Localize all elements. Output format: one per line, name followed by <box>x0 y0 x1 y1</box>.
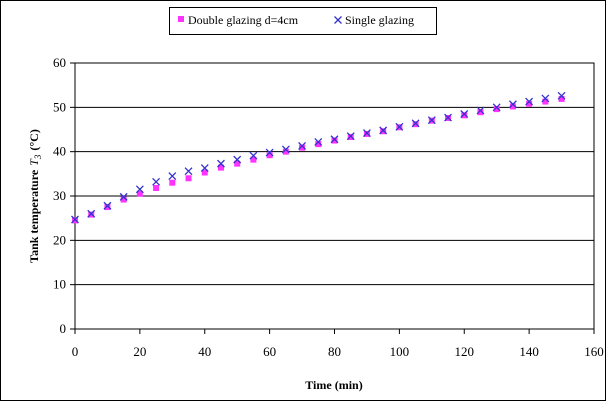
point-0-7 <box>185 175 192 182</box>
point-1-28 <box>525 97 534 106</box>
point-1-13 <box>281 145 290 154</box>
point-0-14 <box>299 144 306 151</box>
point-1-16 <box>330 135 339 144</box>
x-tick-label-40: 40 <box>198 344 211 359</box>
point-0-6 <box>169 179 176 186</box>
point-1-12 <box>265 148 274 157</box>
y-tick-label-30: 30 <box>53 188 66 203</box>
point-0-30 <box>558 95 565 102</box>
point-1-15 <box>314 137 323 146</box>
legend-label-single-glazing: Single glazing <box>345 13 414 27</box>
y-tick-label-0: 0 <box>60 321 67 336</box>
legend-marker-single-glazing <box>334 16 342 24</box>
x-tick-label-140: 140 <box>519 344 539 359</box>
point-0-24 <box>461 112 468 119</box>
point-1-5 <box>152 177 161 186</box>
point-1-20 <box>395 122 404 131</box>
data-series <box>71 91 566 224</box>
grid-lines <box>75 106 594 286</box>
y-tick-label-60: 60 <box>53 55 66 70</box>
y-tick-label-40: 40 <box>53 144 66 159</box>
x-tick-label-120: 120 <box>455 344 475 359</box>
point-1-29 <box>541 94 550 103</box>
point-0-8 <box>201 169 208 176</box>
point-0-11 <box>250 156 257 163</box>
series-1 <box>71 91 566 224</box>
point-0-3 <box>120 196 127 203</box>
point-1-2 <box>103 201 112 210</box>
point-1-26 <box>492 103 501 112</box>
point-0-4 <box>136 190 143 197</box>
y-tick-label-20: 20 <box>53 232 66 247</box>
point-0-16 <box>331 137 338 144</box>
point-1-23 <box>444 113 452 122</box>
point-1-18 <box>362 129 371 138</box>
point-0-15 <box>315 141 322 148</box>
point-1-9 <box>217 159 225 168</box>
point-0-29 <box>542 98 549 105</box>
y-tick-label-10: 10 <box>53 277 66 292</box>
y-axis-title-symbol: T <box>27 158 41 166</box>
x-tick-label-160: 160 <box>584 344 604 359</box>
x-tick-label-80: 80 <box>328 344 341 359</box>
x-tick-label-20: 20 <box>133 344 146 359</box>
point-1-3 <box>119 192 128 201</box>
y-axis-title: Tank temperature T3 (°C) <box>27 129 43 263</box>
y-axis-title-unit: (°C) <box>27 129 41 150</box>
y-axis-title-subscript: 3 <box>33 154 43 160</box>
point-0-12 <box>266 152 273 159</box>
point-0-10 <box>234 160 241 167</box>
point-0-13 <box>282 148 289 155</box>
point-1-17 <box>346 132 355 141</box>
point-0-2 <box>104 204 111 211</box>
point-1-6 <box>168 172 177 181</box>
y-tick-label-50: 50 <box>53 99 66 114</box>
x-tick-label-60: 60 <box>263 344 276 359</box>
point-1-30 <box>557 91 566 100</box>
point-1-19 <box>379 126 388 135</box>
legend-x-glyph <box>334 16 342 24</box>
point-1-27 <box>508 100 517 109</box>
legend-marker-double-glazing <box>178 16 184 22</box>
x-tick-label-0: 0 <box>72 344 79 359</box>
y-axis-title-main: Tank temperature <box>27 169 41 263</box>
axis-ticks: 0 10 20 30 40 50 60 0 20 40 60 80 100 120 140 160 <box>53 55 604 359</box>
legend-box <box>169 7 437 35</box>
x-tick-label-100: 100 <box>390 344 410 359</box>
point-1-21 <box>411 119 420 128</box>
legend-label-double-glazing: Double glazing d=4cm <box>188 13 299 27</box>
point-1-10 <box>233 155 242 164</box>
point-0-25 <box>477 109 484 116</box>
legend: Double glazing d=4cm Single glazing <box>169 7 437 35</box>
point-1-4 <box>135 185 144 194</box>
point-1-22 <box>427 116 436 125</box>
point-0-27 <box>509 103 516 110</box>
point-0-9 <box>217 164 224 171</box>
point-1-25 <box>476 106 485 115</box>
point-0-5 <box>153 185 160 192</box>
point-1-11 <box>249 151 258 160</box>
point-1-14 <box>298 141 307 150</box>
point-1-0 <box>71 215 79 224</box>
point-1-8 <box>200 164 209 173</box>
point-0-26 <box>493 106 500 113</box>
point-1-7 <box>184 167 193 176</box>
point-0-28 <box>526 100 533 107</box>
point-1-1 <box>87 209 96 218</box>
point-1-24 <box>460 110 469 118</box>
x-axis-title: Time (min) <box>305 378 362 392</box>
